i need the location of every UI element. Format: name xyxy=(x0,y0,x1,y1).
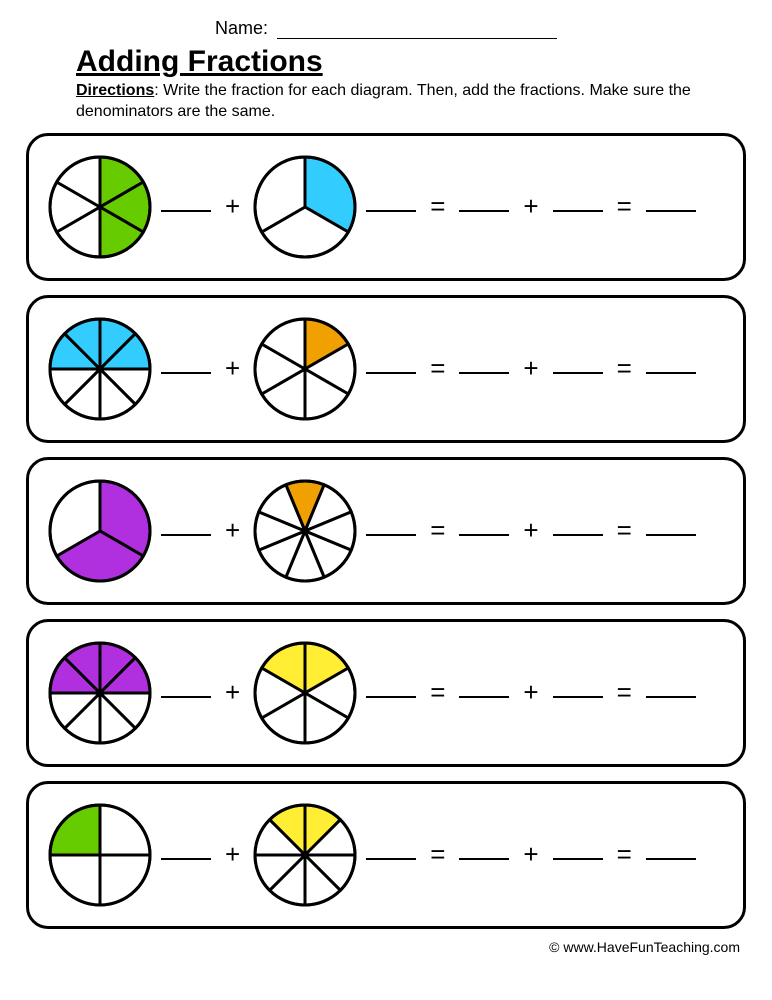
answer-blank[interactable] xyxy=(553,526,603,536)
answer-blank[interactable] xyxy=(459,202,509,212)
answer-blank[interactable] xyxy=(366,364,416,374)
answer-blank[interactable] xyxy=(459,688,509,698)
problem-row: + = + = xyxy=(26,295,746,443)
fraction-pie xyxy=(252,154,358,260)
page-title: Adding Fractions xyxy=(76,45,746,79)
equals-sign: = xyxy=(430,353,445,384)
answer-blank[interactable] xyxy=(459,364,509,374)
answer-blank[interactable] xyxy=(366,850,416,860)
plus-sign: + xyxy=(225,515,240,546)
answer-blank[interactable] xyxy=(366,202,416,212)
fraction-pie xyxy=(47,154,153,260)
answer-blank[interactable] xyxy=(646,688,696,698)
plus-sign: + xyxy=(523,839,538,870)
answer-blank[interactable] xyxy=(646,364,696,374)
plus-sign: + xyxy=(225,677,240,708)
equals-sign: = xyxy=(617,353,632,384)
answer-blank[interactable] xyxy=(366,688,416,698)
fraction-pie xyxy=(47,802,153,908)
name-label: Name: xyxy=(215,18,268,38)
directions: Directions: Write the fraction for each … xyxy=(76,81,696,123)
equals-sign: = xyxy=(430,515,445,546)
equals-sign: = xyxy=(617,677,632,708)
equals-sign: = xyxy=(617,839,632,870)
plus-sign: + xyxy=(523,191,538,222)
equals-sign: = xyxy=(430,191,445,222)
fraction-pie xyxy=(47,478,153,584)
fraction-pie xyxy=(252,316,358,422)
equals-sign: = xyxy=(617,515,632,546)
answer-blank[interactable] xyxy=(161,526,211,536)
problem-row: + = + = xyxy=(26,619,746,767)
equals-sign: = xyxy=(617,191,632,222)
directions-label: Directions xyxy=(76,82,154,99)
fraction-pie xyxy=(47,316,153,422)
answer-blank[interactable] xyxy=(553,688,603,698)
answer-blank[interactable] xyxy=(646,202,696,212)
plus-sign: + xyxy=(225,839,240,870)
plus-sign: + xyxy=(523,677,538,708)
problem-row: + = + = xyxy=(26,457,746,605)
plus-sign: + xyxy=(523,515,538,546)
footer-copyright: © www.HaveFunTeaching.com xyxy=(26,939,746,955)
answer-blank[interactable] xyxy=(161,850,211,860)
answer-blank[interactable] xyxy=(459,526,509,536)
answer-blank[interactable] xyxy=(459,850,509,860)
answer-blank[interactable] xyxy=(161,688,211,698)
plus-sign: + xyxy=(225,353,240,384)
fraction-pie xyxy=(47,640,153,746)
answer-blank[interactable] xyxy=(161,202,211,212)
answer-blank[interactable] xyxy=(646,526,696,536)
problem-row: + = + = xyxy=(26,133,746,281)
answer-blank[interactable] xyxy=(646,850,696,860)
equals-sign: = xyxy=(430,839,445,870)
fraction-pie xyxy=(252,478,358,584)
answer-blank[interactable] xyxy=(366,526,416,536)
directions-text: : Write the fraction for each diagram. T… xyxy=(76,82,691,120)
answer-blank[interactable] xyxy=(161,364,211,374)
problem-row: + = + = xyxy=(26,781,746,929)
plus-sign: + xyxy=(225,191,240,222)
answer-blank[interactable] xyxy=(553,202,603,212)
fraction-pie xyxy=(252,802,358,908)
plus-sign: + xyxy=(523,353,538,384)
name-blank[interactable] xyxy=(277,38,557,39)
fraction-pie xyxy=(252,640,358,746)
problems-container: + = + = + = + = + = + = + = + = + = + = xyxy=(26,133,746,929)
answer-blank[interactable] xyxy=(553,364,603,374)
equals-sign: = xyxy=(430,677,445,708)
answer-blank[interactable] xyxy=(553,850,603,860)
name-field: Name: xyxy=(26,18,746,39)
